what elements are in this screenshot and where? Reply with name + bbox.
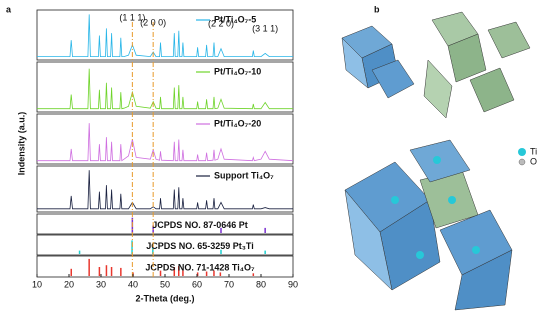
y-axis-label: Indensity (a.u.) xyxy=(16,112,26,176)
legend-label: Pt/Ti₄O₇-20 xyxy=(214,118,261,128)
structure-top xyxy=(341,11,531,119)
panel-frame xyxy=(36,213,294,235)
panel-label: b xyxy=(374,4,380,14)
polyhedron xyxy=(469,67,515,113)
pattern-line xyxy=(37,68,293,110)
panel-frame xyxy=(36,61,294,113)
panel-label: JCPDS NO. 71-1428 Ti₄O₇ xyxy=(145,262,255,272)
polyhedron xyxy=(487,21,531,59)
panel-frame xyxy=(36,113,294,165)
pattern-line xyxy=(37,14,293,58)
panel-frame xyxy=(36,165,294,213)
x-tick-label: 60 xyxy=(192,279,202,289)
legend-label: Pt/Ti₄O₇-10 xyxy=(214,66,261,76)
panel-label: JCPDS NO. 87-0646 Pt xyxy=(152,220,248,230)
panel-label: a xyxy=(6,4,12,14)
panel-label: JCPDS NO. 65-3259 Pt₃Ti xyxy=(146,241,254,251)
annotation: (1 1 1) xyxy=(119,12,145,22)
legend-label: Pt/Ti₄O₇-5 xyxy=(214,14,256,24)
x-axis-label: 2-Theta (deg.) xyxy=(135,293,194,303)
legend-swatch xyxy=(518,148,526,156)
x-tick-label: 80 xyxy=(256,279,266,289)
x-tick-label: 30 xyxy=(96,279,106,289)
pattern-line xyxy=(37,170,293,210)
atom xyxy=(448,196,456,204)
legend-label: O xyxy=(530,156,537,166)
legend-label: Support Ti₄O₇ xyxy=(214,170,274,180)
x-tick-label: 50 xyxy=(160,279,170,289)
atom xyxy=(472,246,480,254)
annotation: (2 2 0) xyxy=(208,18,234,28)
annotation: (2 0 0) xyxy=(140,17,166,27)
x-tick-label: 90 xyxy=(288,279,298,289)
polyhedron xyxy=(344,189,393,291)
atom xyxy=(391,196,399,204)
annotation: (3 1 1) xyxy=(252,23,278,33)
polyhedron xyxy=(341,37,369,89)
legend-label: Ti xyxy=(530,146,537,156)
polyhedron xyxy=(454,249,513,311)
x-tick-label: 40 xyxy=(128,279,138,289)
polyhedron xyxy=(447,33,487,83)
polyhedron xyxy=(423,59,453,119)
pattern-line xyxy=(37,123,294,162)
panel-frame xyxy=(36,234,294,256)
x-tick-label: 70 xyxy=(224,279,234,289)
atom xyxy=(416,251,424,259)
legend-swatch xyxy=(518,158,526,166)
structure-bottom xyxy=(344,139,513,311)
x-tick-label: 10 xyxy=(32,279,42,289)
polyhedron xyxy=(371,59,415,99)
atom xyxy=(433,156,441,164)
panel-frame xyxy=(36,9,294,61)
x-tick-label: 20 xyxy=(64,279,74,289)
